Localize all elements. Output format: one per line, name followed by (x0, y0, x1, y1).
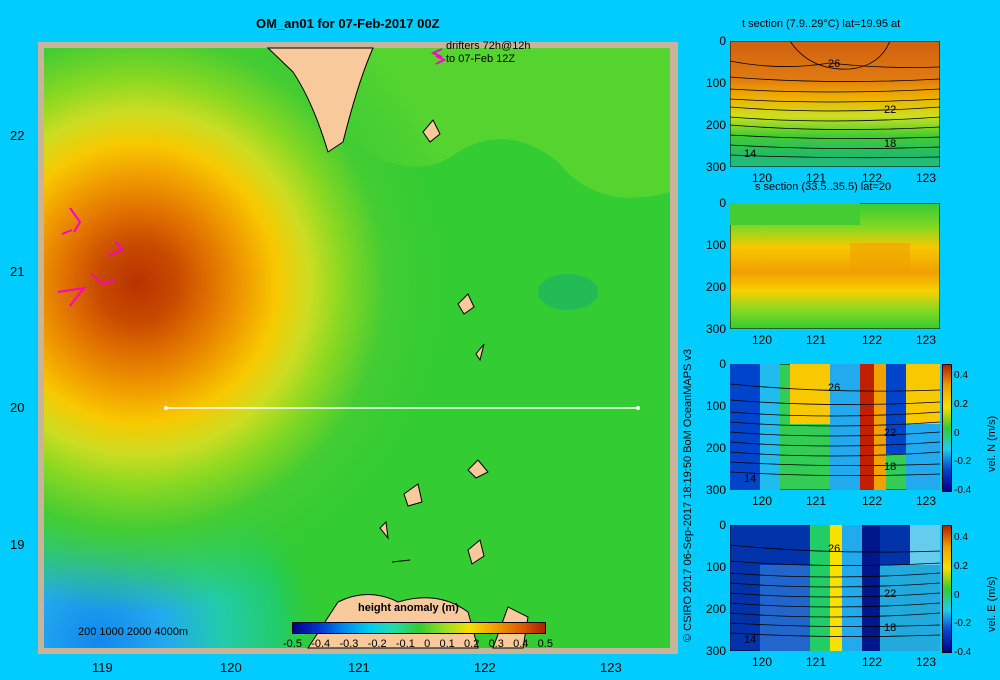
panel1-contour-26: 26 (828, 58, 841, 70)
panel1-contour-18: 18 (884, 138, 897, 150)
panel4-contour-14: 14 (744, 634, 757, 646)
panel3-contour-22: 22 (884, 427, 897, 439)
panel1-lon-tick: 120 (752, 171, 773, 185)
panel3-lon-tick: 120 (752, 494, 773, 508)
panel2-depth-tick: 100 (705, 238, 726, 252)
vel-e-label: vel. E (m/s) (986, 576, 998, 632)
panel4-lon-tick: 123 (916, 655, 937, 669)
panel1-lon-tick: 121 (806, 171, 827, 185)
vel-e-section-panel (730, 525, 940, 651)
panel4-lon-tick: 121 (806, 655, 827, 669)
lon-tick-119: 119 (92, 660, 113, 675)
panel3-lon-tick: 123 (916, 494, 937, 508)
lat-tick-21: 21 (10, 264, 25, 279)
panel3-depth-tick: 300 (705, 483, 726, 497)
panel1-lon-tick: 122 (862, 171, 883, 185)
panel2-lon-tick: 122 (862, 333, 883, 347)
panel3-contour-26: 26 (828, 382, 841, 394)
panel4-depth-tick: 100 (705, 560, 726, 574)
drifter-legend-icon (430, 48, 443, 58)
vel-e-ticks: 0.4 0.2 0 -0.2 -0.4 (954, 532, 972, 658)
vel-n-colorbar (942, 364, 952, 492)
panel4-lon-tick: 120 (752, 655, 773, 669)
drifter-arrows (57, 55, 447, 307)
panel1-title: t section (7.9..29°C) lat=19.95 at (742, 18, 901, 30)
panel4-contour-22: 22 (884, 588, 897, 600)
panel3-lon-tick: 122 (862, 494, 883, 508)
panel1-depth-tick: 0 (719, 34, 726, 48)
panel4-contour-18: 18 (884, 622, 897, 634)
vel-n-section-panel (730, 364, 940, 490)
panel2-lon-tick: 120 (752, 333, 773, 347)
colorbar-ticks: -0.5 -0.4 -0.3 -0.2 -0.1 0 0.1 0.2 0.3 0.4 0.5 (283, 638, 553, 650)
panel2-depth-tick: 300 (705, 322, 726, 336)
panel4-depth-tick: 200 (705, 602, 726, 616)
lon-tick-121: 121 (348, 660, 370, 675)
vel-e-colorbar (942, 525, 952, 653)
panel2-depth-tick: 200 (705, 280, 726, 294)
panel3-depth-tick: 100 (705, 399, 726, 413)
panel4-contour-26: 26 (828, 543, 841, 555)
temp-section-panel (730, 41, 940, 167)
panel1-lon-tick: 123 (916, 171, 937, 185)
colorbar-title: height anomaly (m) (358, 602, 459, 614)
map-title: OM_an01 for 07-Feb-2017 00Z (256, 16, 440, 31)
panel4-depth-tick: 300 (705, 644, 726, 658)
lat-tick-22: 22 (10, 128, 25, 143)
panel2-lon-tick: 123 (916, 333, 937, 347)
salinity-section-panel (730, 203, 940, 329)
panel3-contour-18: 18 (884, 461, 897, 473)
lon-tick-120: 120 (220, 660, 242, 675)
vel-n-label: vel. N (m/s) (986, 415, 998, 472)
main-map (38, 42, 678, 654)
lon-tick-122: 122 (474, 660, 496, 675)
panel2-depth-tick: 0 (719, 196, 726, 210)
panel1-contour-14: 14 (744, 148, 757, 160)
depth-legend: 200 1000 2000 4000m (78, 626, 189, 638)
panel1-depth-tick: 200 (705, 118, 726, 132)
height-colorbar (292, 622, 546, 634)
panel1-contour-22: 22 (884, 104, 897, 116)
lat-tick-20: 20 (10, 400, 25, 415)
vel-n-ticks: 0.4 0.2 0 -0.2 -0.4 (954, 370, 972, 496)
panel2-lon-tick: 121 (806, 333, 827, 347)
panel3-contour-14: 14 (744, 473, 757, 485)
drifters-caption: drifters 72h@12h to 07-Feb 12Z (446, 40, 531, 65)
panel1-depth-tick: 300 (705, 160, 726, 174)
panel3-lon-tick: 121 (806, 494, 827, 508)
panel3-depth-tick: 200 (705, 441, 726, 455)
panel1-depth-tick: 100 (705, 76, 726, 90)
panel3-depth-tick: 0 (719, 357, 726, 371)
credit-text: © CSIRO 2017 06-Sep-2017 18:19:50 BoM Oc… (682, 348, 694, 642)
panel2-title: s section (33.5..35.5) lat=20 (755, 181, 892, 193)
lat-tick-19: 19 (10, 537, 25, 552)
lon-tick-123: 123 (600, 660, 622, 675)
panel4-depth-tick: 0 (719, 518, 726, 532)
panel4-lon-tick: 122 (862, 655, 883, 669)
